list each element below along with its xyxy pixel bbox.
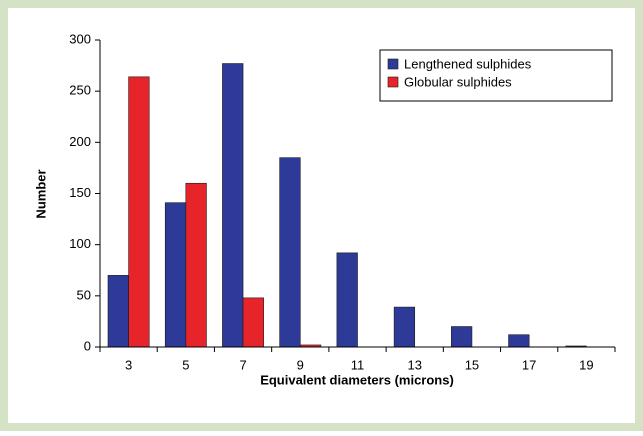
legend-label: Lengthened sulphides xyxy=(404,56,532,71)
bar xyxy=(242,297,264,348)
x-tick-label: 15 xyxy=(465,357,479,372)
y-tick-label: 100 xyxy=(69,236,91,251)
y-tick-label: 0 xyxy=(84,338,91,353)
legend-swatch xyxy=(387,76,399,88)
x-tick-label: 11 xyxy=(351,357,365,372)
bar xyxy=(222,63,244,348)
x-tick-label: 9 xyxy=(297,357,304,372)
bar xyxy=(393,306,416,348)
x-tick-label: 19 xyxy=(579,357,593,372)
y-axis-label: Number xyxy=(33,169,48,218)
x-axis-label: Equivalent diameters (microns) xyxy=(260,372,454,387)
bar xyxy=(336,252,358,348)
bar xyxy=(107,275,129,348)
y-tick-label: 200 xyxy=(69,134,91,149)
bar xyxy=(185,182,207,348)
x-tick-label: 5 xyxy=(182,357,189,372)
y-tick-label: 250 xyxy=(69,83,91,98)
legend-box xyxy=(379,49,613,102)
y-tick-label: 150 xyxy=(69,185,91,200)
bar xyxy=(128,76,150,348)
legend-label: Globular sulphides xyxy=(404,74,512,89)
x-tick-label: 7 xyxy=(239,357,246,372)
y-tick-label: 50 xyxy=(77,287,91,302)
x-tick-label: 17 xyxy=(522,357,536,372)
bar xyxy=(508,334,530,348)
bar xyxy=(451,326,473,348)
y-tick-label: 300 xyxy=(69,31,91,46)
x-tick-label: 3 xyxy=(125,357,132,372)
x-tick-label: 13 xyxy=(407,357,421,372)
bar xyxy=(279,157,301,348)
legend-swatch xyxy=(387,58,399,70)
bar xyxy=(164,202,187,348)
